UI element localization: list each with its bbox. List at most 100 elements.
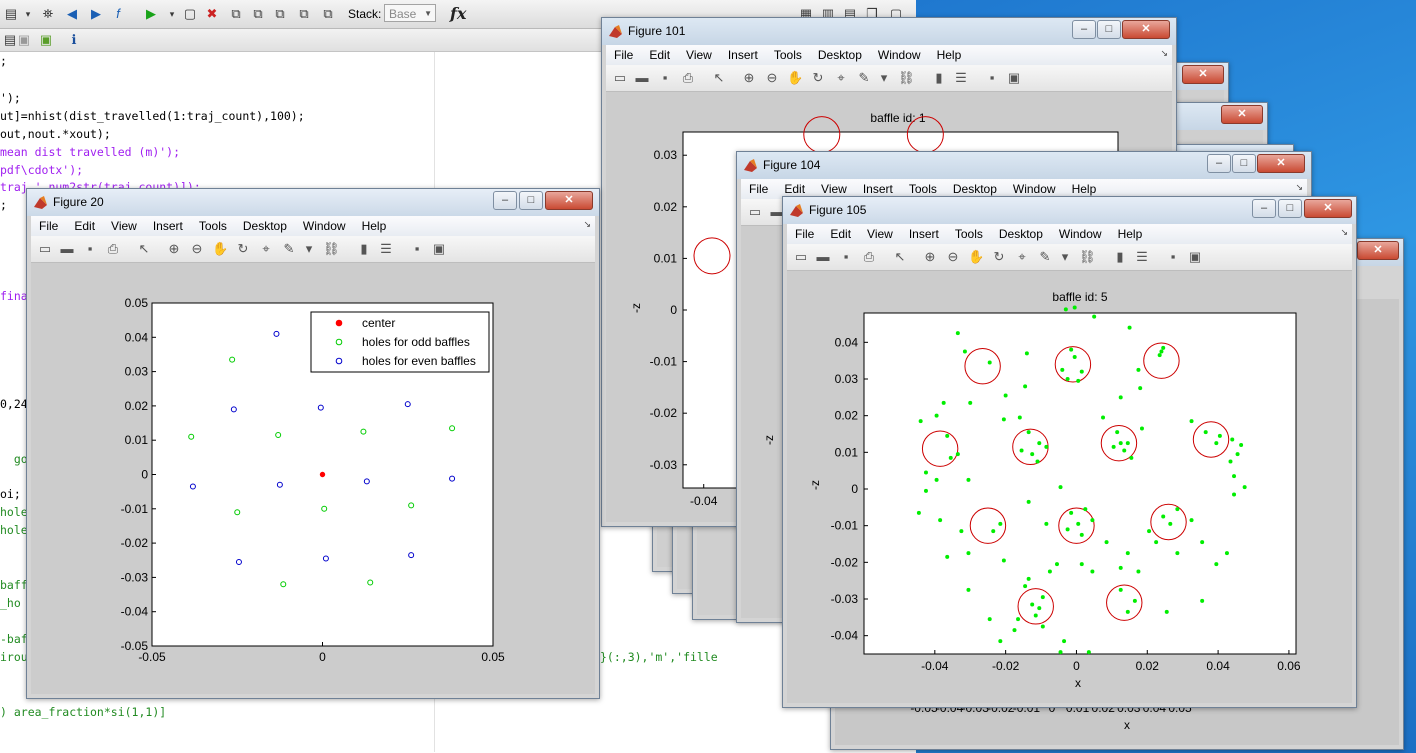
menu-help[interactable]: Help <box>1117 227 1143 241</box>
brush-icon[interactable]: ✎ <box>858 70 870 85</box>
step-icon[interactable]: ⧉ <box>231 6 241 21</box>
maximize-button[interactable]: □ <box>519 191 543 210</box>
zoom-in-icon[interactable]: ⊕ <box>168 241 180 256</box>
titlebar[interactable]: Figure 101 – □ ✕ <box>602 18 1176 45</box>
open-file-icon[interactable]: ▬ <box>816 249 830 264</box>
minimize-button[interactable]: – <box>1207 154 1231 173</box>
dock-arrow-icon[interactable]: ↘ <box>1340 227 1348 237</box>
close-button[interactable]: ✕ <box>1357 241 1399 260</box>
zoom-out-icon[interactable]: ⊖ <box>191 241 203 256</box>
code-line[interactable]: ; <box>0 198 7 212</box>
print-icon[interactable]: ⎙ <box>863 249 875 264</box>
open-file-icon[interactable]: ▬ <box>60 241 74 256</box>
code-line[interactable]: baff <box>0 578 28 592</box>
legend[interactable]: center holes for odd baffles holes for eve… <box>310 311 490 373</box>
code-line[interactable]: mean dist travelled (m)'); <box>0 145 181 159</box>
indent-icon[interactable]: ▤ <box>4 6 18 21</box>
show-tools-icon[interactable]: ▣ <box>432 241 446 256</box>
hide-tools-icon[interactable]: ▪ <box>989 70 995 85</box>
menu-tools[interactable]: Tools <box>908 182 937 196</box>
brush-icon[interactable]: ✎ <box>1039 249 1051 264</box>
menu-insert[interactable]: Insert <box>862 182 893 196</box>
close-button[interactable]: ✕ <box>545 191 593 210</box>
menu-tools[interactable]: Tools <box>773 48 802 62</box>
menu-help[interactable]: Help <box>361 219 387 233</box>
zoom-out-icon[interactable]: ⊖ <box>766 70 778 85</box>
code-line[interactable]: ; <box>0 54 7 68</box>
cell-eval-icon[interactable]: ▣ <box>17 32 31 47</box>
back-arrow-icon[interactable]: ◀ <box>67 6 77 21</box>
save-icon[interactable]: ▪ <box>662 70 668 85</box>
data-cursor-icon[interactable]: ⌖ <box>262 241 270 256</box>
code-line[interactable]: go <box>0 452 28 466</box>
colorbar-icon[interactable]: ▮ <box>935 70 943 85</box>
brush-icon[interactable]: ✎ <box>283 241 295 256</box>
figure-105-window[interactable]: Figure 105 – □ ✕ File Edit View Insert Tools… <box>782 196 1357 708</box>
colorbar-icon[interactable]: ▮ <box>360 241 368 256</box>
close-button[interactable]: ✕ <box>1122 20 1170 39</box>
new-figure-icon[interactable]: ▭ <box>38 241 52 256</box>
data-cursor-icon[interactable]: ⌖ <box>837 70 845 85</box>
pointer-icon[interactable]: ↖ <box>138 241 150 256</box>
rotate-icon[interactable]: ↻ <box>812 70 824 85</box>
save-icon[interactable]: ▪ <box>843 249 849 264</box>
code-line[interactable]: '); <box>0 91 21 105</box>
pan-icon[interactable]: ✋ <box>968 249 985 264</box>
new-figure-icon[interactable]: ▭ <box>748 204 762 219</box>
run-options-icon[interactable]: ▾ <box>169 9 175 19</box>
zoom-in-icon[interactable]: ⊕ <box>743 70 755 85</box>
brush-menu-icon[interactable]: ▾ <box>1061 249 1069 264</box>
remove-breakpoints-icon[interactable]: ✖ <box>206 6 218 21</box>
code-line[interactable]: }(:,3),'m','fille <box>600 650 718 664</box>
rotate-icon[interactable]: ↻ <box>237 241 249 256</box>
step-out-icon[interactable]: ⧉ <box>275 6 285 21</box>
layout-float-icon[interactable]: ❐ <box>866 6 878 21</box>
print-icon[interactable]: ⎙ <box>107 241 119 256</box>
code-line[interactable]: _ho <box>0 596 21 610</box>
link-plot-icon[interactable]: ⛓ <box>898 70 915 85</box>
menu-tools[interactable]: Tools <box>954 227 983 241</box>
menu-window[interactable]: Window <box>302 219 346 233</box>
brush-menu-icon[interactable]: ▾ <box>880 70 888 85</box>
hide-tools-icon[interactable]: ▪ <box>1170 249 1176 264</box>
menu-insert[interactable]: Insert <box>152 219 183 233</box>
exit-debug-icon[interactable]: ⧉ <box>323 6 333 21</box>
new-figure-icon[interactable]: ▭ <box>794 249 808 264</box>
dock-arrow-icon[interactable]: ↘ <box>1160 48 1168 58</box>
menu-file[interactable]: File <box>795 227 815 241</box>
menu-insert[interactable]: Insert <box>727 48 758 62</box>
legend-icon[interactable]: ☰ <box>1136 249 1148 264</box>
menu-desktop[interactable]: Desktop <box>998 227 1043 241</box>
info-icon[interactable]: ℹ <box>71 32 77 47</box>
titlebar[interactable]: Figure 104 – □ ✕ <box>737 152 1311 179</box>
code-line[interactable]: fina <box>0 289 28 303</box>
pan-icon[interactable]: ✋ <box>212 241 229 256</box>
hide-tools-icon[interactable]: ▪ <box>414 241 420 256</box>
maximize-button[interactable]: □ <box>1278 199 1302 218</box>
menu-file[interactable]: File <box>749 182 769 196</box>
pan-icon[interactable]: ✋ <box>787 70 804 85</box>
menu-edit[interactable]: Edit <box>830 227 852 241</box>
code-line[interactable]: hole <box>0 505 28 519</box>
titlebar[interactable]: Figure 20 – □ ✕ <box>27 189 599 216</box>
menu-edit[interactable]: Edit <box>649 48 671 62</box>
menu-desktop[interactable]: Desktop <box>952 182 997 196</box>
menu-help[interactable]: Help <box>936 48 962 62</box>
pointer-icon[interactable]: ↖ <box>894 249 906 264</box>
code-line[interactable]: out,nout.*xout); <box>0 127 111 141</box>
pointer-icon[interactable]: ↖ <box>713 70 725 85</box>
code-line[interactable]: hole <box>0 523 28 537</box>
show-tools-icon[interactable]: ▣ <box>1188 249 1202 264</box>
forward-arrow-icon[interactable]: ▶ <box>91 6 101 21</box>
stack-select[interactable]: Base ▼ <box>384 4 436 22</box>
code-line[interactable]: irou <box>0 650 28 664</box>
zoom-in-icon[interactable]: ⊕ <box>924 249 936 264</box>
menu-file[interactable]: File <box>39 219 59 233</box>
binoculars-icon[interactable]: ⛯ <box>42 6 54 21</box>
maximize-button[interactable]: □ <box>1097 20 1121 39</box>
code-line[interactable]: pdf\cdotx'); <box>0 163 84 177</box>
code-line[interactable]: ut]=nhist(dist_travelled(1:traj_count),1… <box>0 109 305 123</box>
menu-edit[interactable]: Edit <box>74 219 96 233</box>
close-button[interactable]: ✕ <box>1304 199 1352 218</box>
minimize-button[interactable]: – <box>1252 199 1276 218</box>
